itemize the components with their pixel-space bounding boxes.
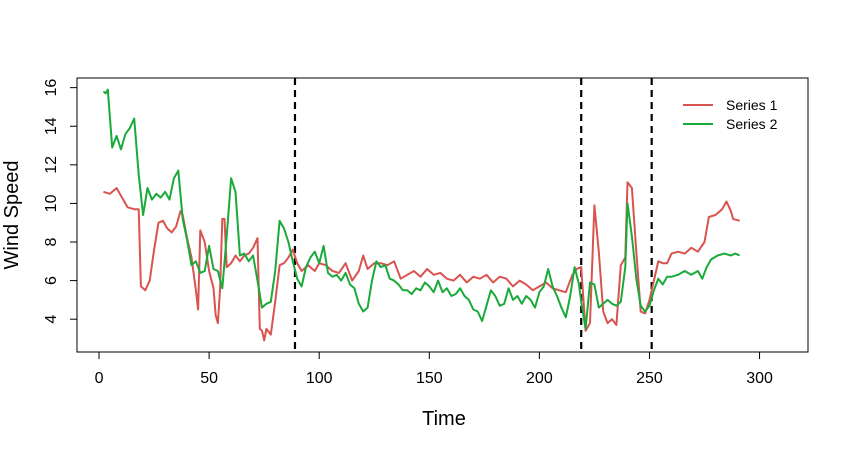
y-axis-label: Wind Speed <box>1 161 23 270</box>
vertical-reference-lines <box>293 78 653 352</box>
x-axis-label: Time <box>422 408 466 430</box>
x-tick-label: 250 <box>636 370 663 387</box>
y-axis: 4 6 8 10 12 14 16 <box>43 79 78 324</box>
x-tick-label: 200 <box>526 370 553 387</box>
y-tick-label: 12 <box>43 156 60 174</box>
y-tick-label: 4 <box>43 315 60 324</box>
plot-area-frame <box>76 77 809 353</box>
series-line-2 <box>102 88 741 330</box>
y-tick-label: 14 <box>43 117 60 135</box>
series-layer <box>102 88 741 342</box>
legend-label-1: Series 1 <box>726 97 778 113</box>
y-tick-label: 16 <box>43 79 60 97</box>
x-tick-label: 100 <box>306 370 333 387</box>
x-tick-label: 50 <box>200 370 218 387</box>
y-tick-label: 8 <box>43 237 60 246</box>
y-tick-label: 10 <box>43 194 60 212</box>
legend-label-2: Series 2 <box>726 116 778 132</box>
y-tick-label: 6 <box>43 276 60 285</box>
x-tick-label: 150 <box>416 370 443 387</box>
x-tick-label: 0 <box>95 370 104 387</box>
legend: Series 1 Series 2 <box>683 97 778 132</box>
series-line-1 <box>103 181 740 342</box>
x-tick-label: 300 <box>746 370 773 387</box>
x-axis: 0 50 100 150 200 250 300 <box>95 351 773 387</box>
